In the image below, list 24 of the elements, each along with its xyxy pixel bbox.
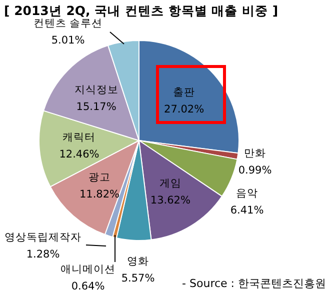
data-label: 13.62% [150,194,190,206]
slice-label: 지식정보 [74,84,118,96]
slice-label: 컨텐츠 솔루션 [33,18,103,30]
data-label: 1.28% [26,248,60,261]
data-label: 5.01% [51,34,85,47]
slice-label: 음악 [236,188,258,200]
data-label: 27.02% [164,104,204,116]
slice-label: 만화 [244,148,266,160]
slice-label: 애니메이션 [60,264,116,276]
data-label: 15.17% [76,101,116,114]
slice-label: 게임 [159,177,182,190]
data-label: 11.82% [79,188,120,200]
data-label: 6.41% [230,204,264,217]
data-label: 0.99% [238,164,272,177]
slice-label: 광고 [88,171,110,184]
slice-label: 캐릭터 [62,132,96,144]
slice-label: 출판 [173,86,196,99]
chart-title: [ 2013년 2Q, 국내 컨텐츠 항목별 매출 비중 ] [4,3,278,18]
data-label: 5.57% [121,272,155,285]
slice-label: 영화 [127,256,149,268]
slice-label: 영상독립제작자 [4,232,82,244]
data-label: 12.46% [59,148,100,161]
data-label: 0.64% [71,280,105,293]
text: - Source : 한국콘텐츠진흥원 [182,276,326,291]
